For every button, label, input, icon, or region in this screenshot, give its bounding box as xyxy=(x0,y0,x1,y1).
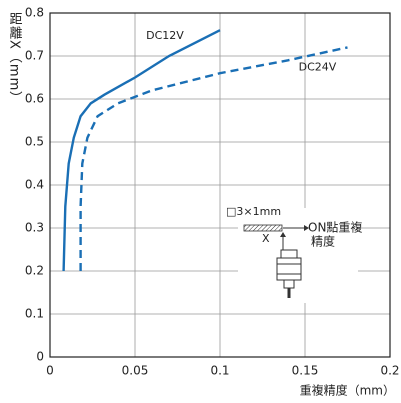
sensor-body xyxy=(276,257,302,281)
series-label: DC12V xyxy=(146,29,184,42)
target xyxy=(243,224,283,232)
y-tick-label: 0.7 xyxy=(25,49,44,63)
series-line xyxy=(62,29,221,272)
inset-diagram: □3×1mm ON點重複 精度 X xyxy=(226,205,362,303)
sensor-tail xyxy=(283,279,295,289)
inset-background xyxy=(238,208,358,303)
distance-arrow-head xyxy=(280,232,286,237)
series-line xyxy=(79,46,348,271)
x-tick-label: 0.2 xyxy=(380,364,399,378)
x-tick-label: 0.15 xyxy=(292,364,319,378)
y-tick-label: 0.8 xyxy=(25,6,44,20)
target-label: □3×1mm xyxy=(226,205,281,218)
note-line1: ON點重複 xyxy=(308,220,362,235)
y-tick-label: 0.4 xyxy=(25,178,44,192)
y-tick-label: 0.2 xyxy=(25,264,44,278)
sensor-head xyxy=(280,249,298,259)
y-tick-label: 0 xyxy=(36,350,44,364)
y-tick-label: 0.3 xyxy=(25,221,44,235)
x-tick-label: 0.05 xyxy=(122,364,149,378)
note-line2: 精度 xyxy=(311,234,335,249)
plot-frame xyxy=(49,12,391,358)
y-tick-label: 0.5 xyxy=(25,135,44,149)
x-tick-label: 0 xyxy=(46,364,54,378)
arrow-head xyxy=(304,225,309,231)
x-axis-label: 重複精度（mm） xyxy=(300,383,395,398)
x-mark: X xyxy=(262,232,270,245)
y-tick-label: 0.6 xyxy=(25,92,44,106)
y-tick-label: 0.1 xyxy=(25,307,44,321)
y-axis-label: 距離X（mm） xyxy=(7,12,23,105)
x-tick-label: 0.1 xyxy=(210,364,229,378)
series-label: DC24V xyxy=(299,60,337,73)
